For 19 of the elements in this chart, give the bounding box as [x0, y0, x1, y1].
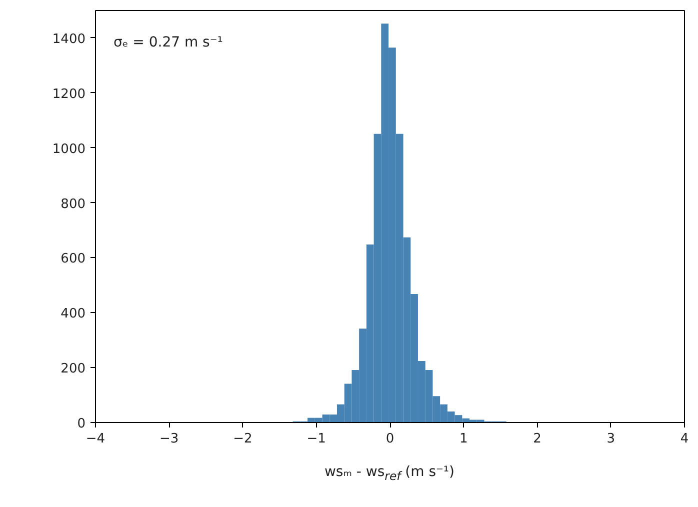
x-tick-label: 4 — [680, 432, 689, 446]
x-tick-label: 3 — [606, 432, 616, 446]
x-tick-label: 2 — [533, 432, 542, 446]
annotation: σₑ = 0.27 m s⁻¹ — [114, 34, 223, 50]
y-tick-label: 200 — [60, 362, 86, 377]
y-tick-label: 600 — [60, 252, 86, 267]
y-tick-label: 1400 — [52, 32, 86, 47]
x-tick-label: 0 — [386, 432, 394, 446]
x-tick-label: 1 — [459, 432, 468, 446]
y-tick-label: 800 — [60, 196, 86, 212]
y-tick-label: 0 — [77, 416, 86, 432]
y-tick-label: 400 — [60, 306, 86, 322]
x-axis-title: wsₘ - ws$_{ref}$ (m s⁻¹) — [323, 463, 456, 484]
x-tick-label: −1 — [306, 432, 326, 446]
x-tick-label: −2 — [233, 432, 252, 446]
x-tick-label: −4 — [86, 432, 106, 446]
y-tick-label: 1200 — [52, 86, 86, 102]
y-tick-label: 1000 — [52, 142, 86, 157]
x-tick-label: −3 — [160, 432, 179, 446]
